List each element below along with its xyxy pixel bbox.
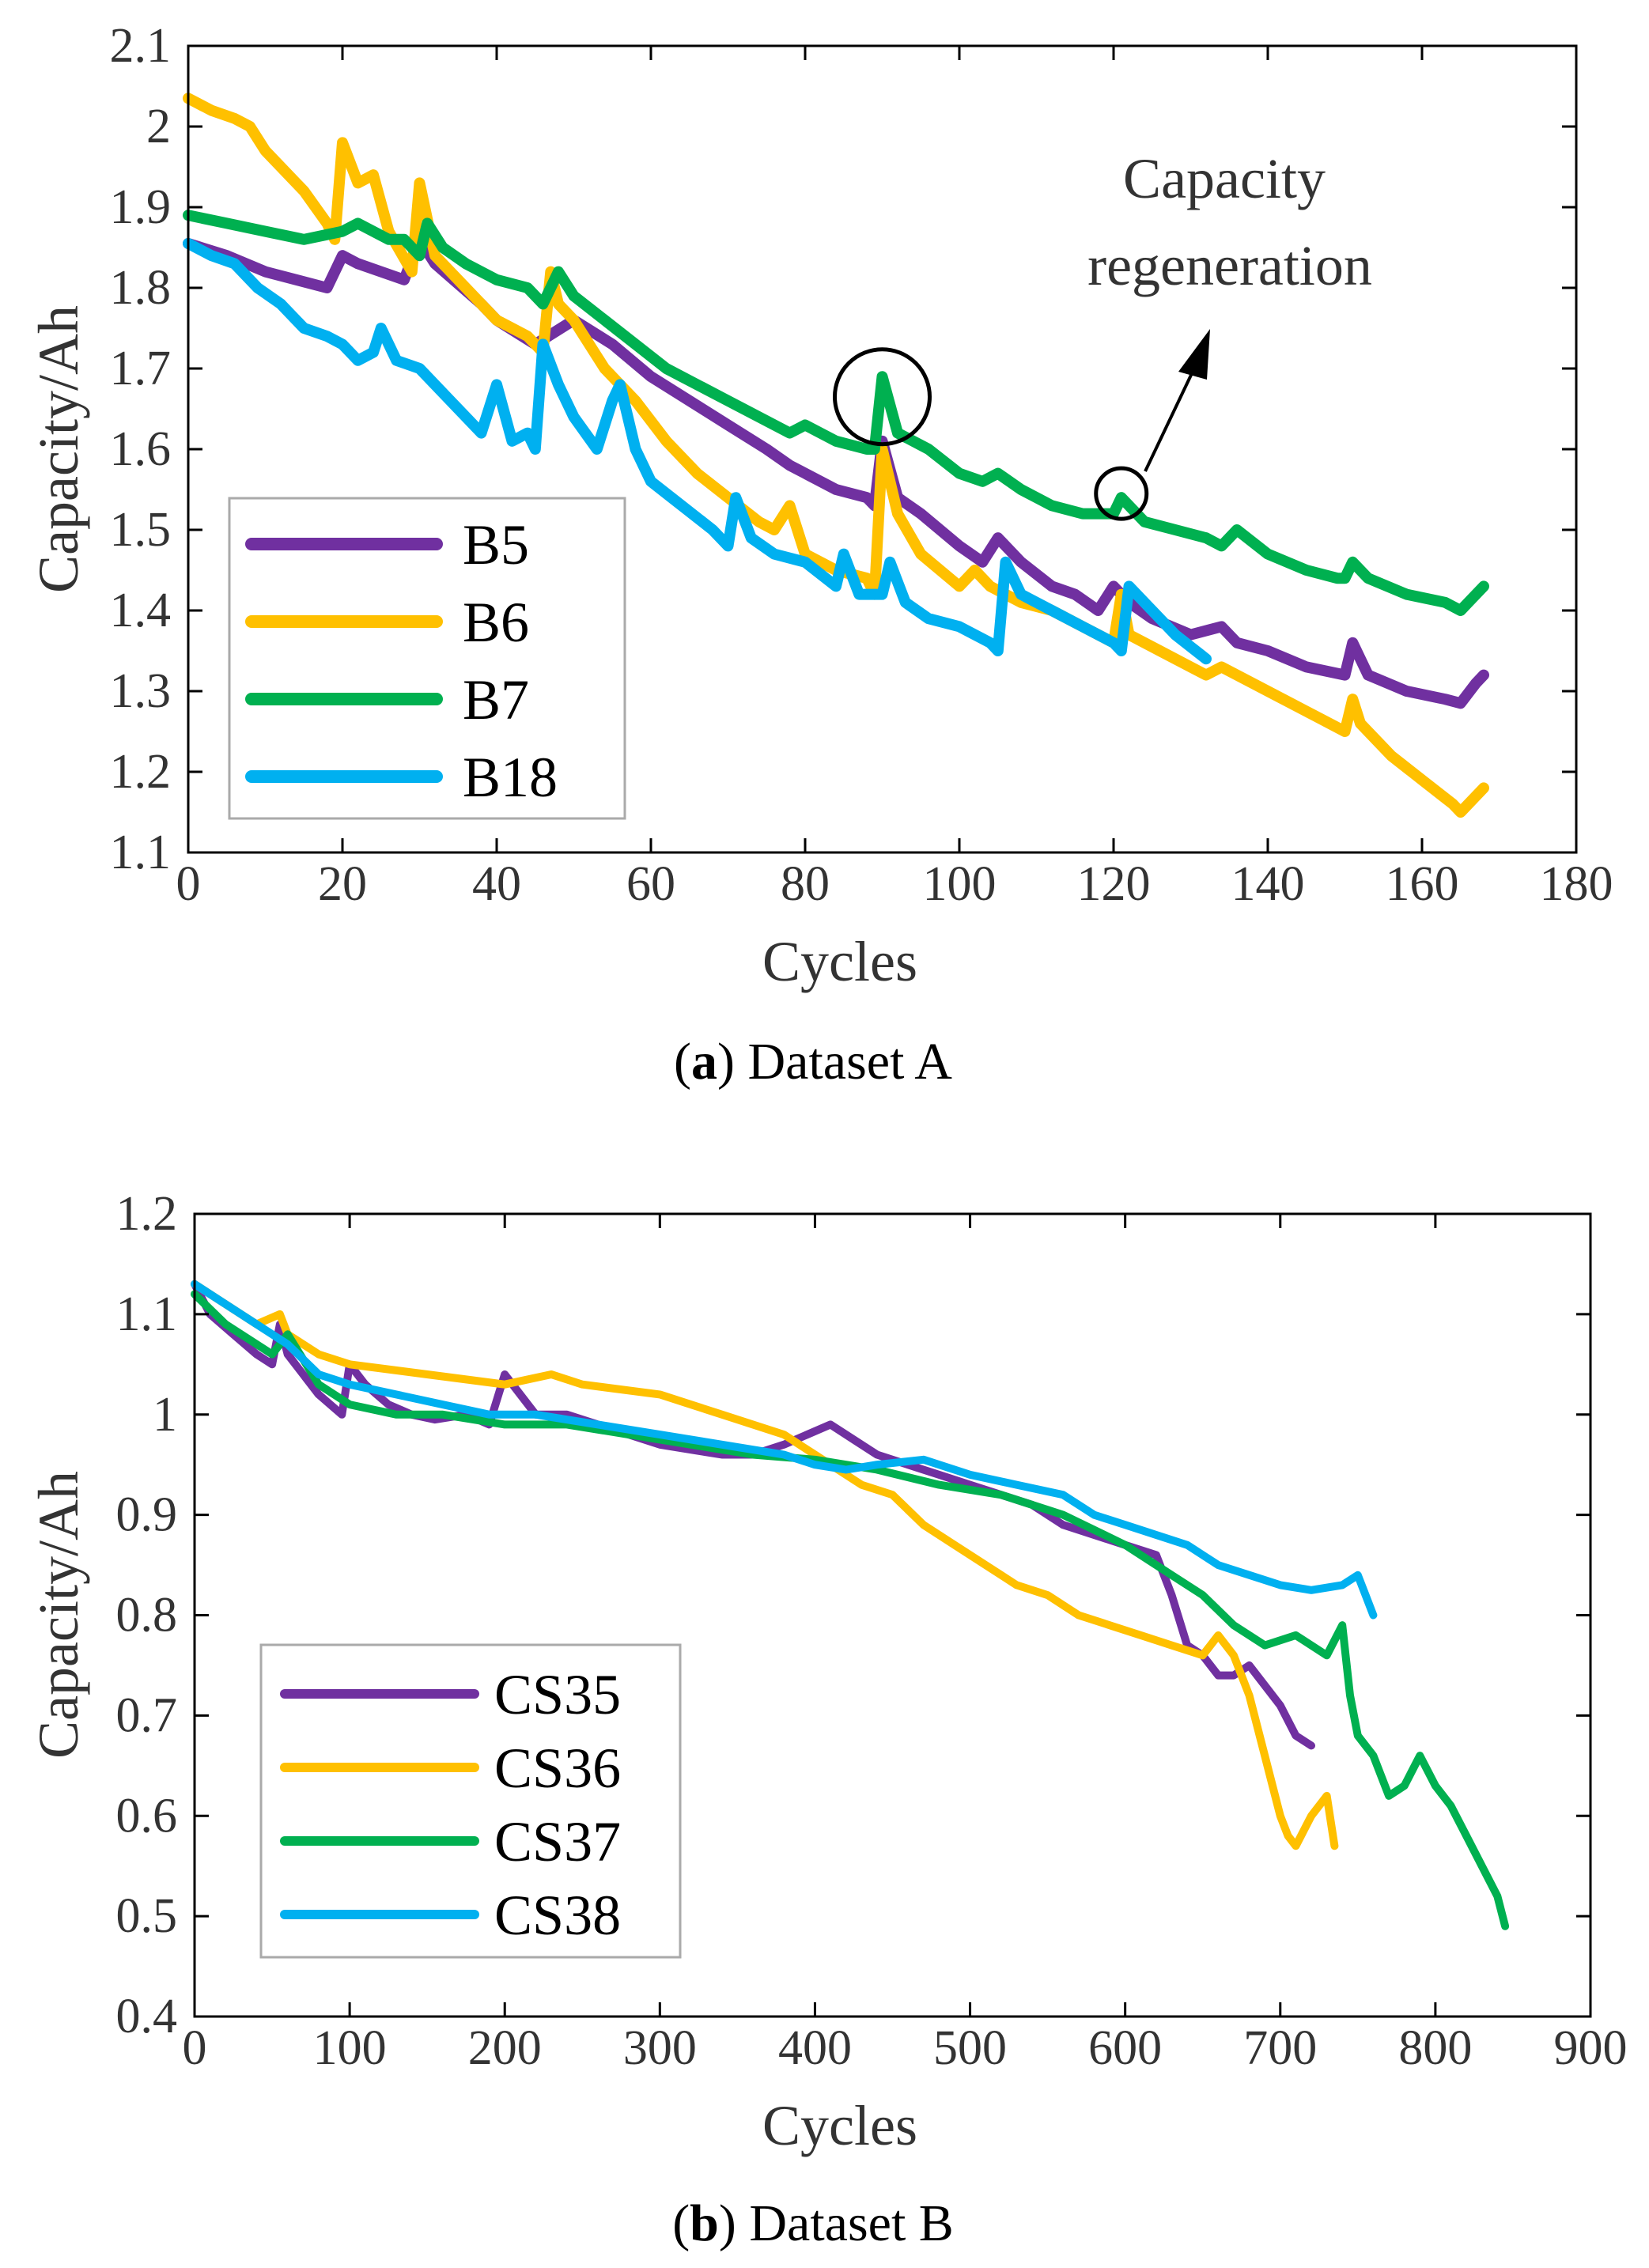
y-axis-label-a: Capacity/Ah	[27, 305, 90, 593]
y-tick-label: 1.2	[116, 1187, 178, 1241]
annotation-text-line1: Capacity	[1123, 147, 1326, 210]
legend-label-cs35: CS35	[494, 1663, 621, 1726]
legend-label-b18: B18	[463, 746, 558, 809]
x-axis-label-b: Cycles	[762, 2094, 917, 2157]
series-layer-a	[183, 93, 1489, 818]
y-tick-label: 1.5	[110, 503, 172, 557]
y-tick-label: 1.7	[110, 342, 172, 395]
y-tick-label: 0.5	[116, 1889, 178, 1943]
ticks-layer-a: 0 20 40 60 80 100 120 140 160 180 1.1 1.2 1.3 1.4 1.5 1…	[110, 19, 1613, 911]
x-tick-label: 0	[183, 2021, 207, 2075]
x-tick-label: 600	[1088, 2021, 1162, 2075]
legend-b: CS35 CS36 CS37 CS38	[259, 1643, 682, 1959]
x-tick-label: 800	[1398, 2021, 1472, 2075]
x-tick-label: 80	[781, 857, 830, 911]
annotation-arrow-head	[1178, 329, 1210, 380]
legend-label-cs38: CS38	[494, 1884, 621, 1947]
x-tick-label: 700	[1243, 2021, 1317, 2075]
caption-title-b: Dataset B	[749, 2194, 953, 2252]
series-layer-b	[191, 1280, 1510, 1930]
caption-title-a: Dataset A	[748, 1033, 953, 1091]
y-tick-label: 1	[153, 1388, 177, 1442]
x-tick-label: 200	[468, 2021, 542, 2075]
caption-a: (a) Dataset A	[674, 1033, 952, 1091]
y-tick-label: 1.2	[110, 745, 172, 799]
x-tick-label: 100	[923, 857, 997, 911]
legend-a: B5 B6 B7 B18	[228, 497, 626, 820]
caption-letter-b: b	[690, 2194, 719, 2252]
y-tick-label: 1.1	[116, 1287, 178, 1341]
y-tick-label: 1.3	[110, 664, 172, 718]
y-tick-label: 1.1	[110, 826, 172, 879]
x-tick-label: 160	[1386, 857, 1459, 911]
series-line-b6	[183, 93, 1489, 818]
y-tick-label: 0.7	[116, 1688, 178, 1742]
annotation-a: Capacity regeneration	[833, 147, 1372, 521]
ticks-layer-b: 0 100 200 300 400 500 600 700 800 900 0.4 0.5 0.6 0.7…	[116, 1187, 1628, 2075]
x-axis-label-a: Cycles	[762, 930, 917, 993]
y-tick-label: 0.8	[116, 1589, 178, 1642]
series-line-cs37	[191, 1290, 1510, 1930]
caption-letter-a: a	[691, 1033, 717, 1091]
y-tick-label: 2	[146, 100, 171, 153]
y-tick-label: 1.4	[110, 584, 172, 637]
x-tick-label: 900	[1554, 2021, 1628, 2075]
annotation-text-line2: regeneration	[1087, 234, 1372, 297]
series-line-b7	[183, 210, 1489, 616]
y-tick-label: 2.1	[110, 19, 172, 73]
chart-panel-b: 0 100 200 300 400 500 600 700 800 900 0.4 0.5 0.6 0.7…	[27, 1187, 1628, 2252]
series-line-cs38	[191, 1280, 1378, 1620]
series-line-b18	[183, 237, 1212, 665]
x-tick-label: 100	[313, 2021, 387, 2075]
x-tick-label: 0	[176, 857, 201, 911]
y-tick-label: 0.4	[116, 1990, 178, 2043]
y-tick-label: 1.6	[110, 422, 172, 476]
annotation-arrow-shaft	[1144, 371, 1194, 472]
y-tick-label: 0.6	[116, 1789, 178, 1843]
x-tick-label: 140	[1231, 857, 1305, 911]
y-tick-label: 1.9	[110, 180, 172, 234]
chart-panel-a: 0 20 40 60 80 100 120 140 160 180 1.1 1.2 1.3 1.4 1.5 1…	[27, 19, 1613, 1091]
x-tick-label: 60	[626, 857, 675, 911]
caption-b: (b) Dataset B	[672, 2194, 954, 2252]
x-tick-label: 400	[778, 2021, 852, 2075]
annotation-small-circle	[1094, 466, 1149, 521]
x-tick-label: 20	[318, 857, 367, 911]
x-tick-label: 300	[623, 2021, 697, 2075]
y-axis-label-b: Capacity/Ah	[27, 1471, 90, 1759]
x-tick-label: 40	[472, 857, 521, 911]
y-tick-label: 0.9	[116, 1488, 178, 1542]
y-tick-label: 1.8	[110, 261, 172, 315]
x-tick-label: 500	[933, 2021, 1007, 2075]
legend-label-b7: B7	[463, 668, 529, 731]
legend-entries-b: CS35 CS36 CS37 CS38	[280, 1663, 621, 1947]
series-line-cs36	[191, 1280, 1339, 1850]
legend-label-cs36: CS36	[494, 1737, 621, 1800]
legend-box-a	[228, 497, 626, 820]
annotation-big-circle	[833, 347, 932, 447]
legend-entries-a: B5 B6 B7 B18	[245, 513, 558, 809]
legend-label-b5: B5	[463, 513, 529, 576]
legend-label-b6: B6	[463, 591, 529, 654]
x-tick-label: 120	[1077, 857, 1151, 911]
series-line-cs35	[191, 1280, 1315, 1750]
x-tick-label: 180	[1540, 857, 1613, 911]
legend-label-cs37: CS37	[494, 1810, 621, 1873]
